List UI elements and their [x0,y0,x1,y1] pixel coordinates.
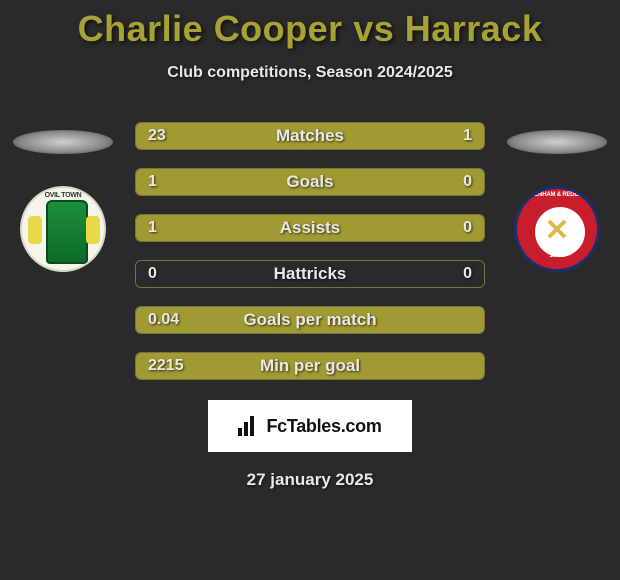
right-player-column: AGENHAM & REDBRID 1992 [502,122,612,272]
team-crest-right: AGENHAM & REDBRID 1992 [514,186,600,272]
stat-label: Min per goal [136,353,484,379]
bars-icon [238,416,260,436]
stat-label: Matches [136,123,484,149]
crest-right-year: 1992 [517,252,597,259]
player-silhouette-left [13,130,113,154]
stat-row: 23Matches1 [135,122,485,150]
stat-value-right: 0 [463,169,472,195]
comparison-content: OVIL TOWN AGENHAM & REDBRID 1992 23Match… [0,122,620,380]
stats-bars: 23Matches11Goals01Assists00Hattricks00.0… [135,122,485,380]
stat-row: 1Goals0 [135,168,485,196]
stat-row: 0.04Goals per match [135,306,485,334]
stat-label: Goals per match [136,307,484,333]
crest-right-top: AGENHAM & REDBRID [517,192,597,198]
stat-label: Assists [136,215,484,241]
stat-row: 2215Min per goal [135,352,485,380]
team-crest-left: OVIL TOWN [20,186,106,272]
page-title: Charlie Cooper vs Harrack [0,0,620,50]
player-silhouette-right [507,130,607,154]
subtitle: Club competitions, Season 2024/2025 [0,64,620,82]
stat-row: 0Hattricks0 [135,260,485,288]
left-player-column: OVIL TOWN [8,122,118,272]
footer-brand-badge[interactable]: FcTables.com [208,400,412,452]
stat-value-right: 0 [463,261,472,287]
footer-brand-text: FcTables.com [266,416,381,437]
crest-left-text: OVIL TOWN [22,192,104,199]
snapshot-date: 27 january 2025 [0,470,620,490]
stat-value-right: 1 [463,123,472,149]
stat-label: Hattricks [136,261,484,287]
stat-value-right: 0 [463,215,472,241]
stat-row: 1Assists0 [135,214,485,242]
stat-label: Goals [136,169,484,195]
